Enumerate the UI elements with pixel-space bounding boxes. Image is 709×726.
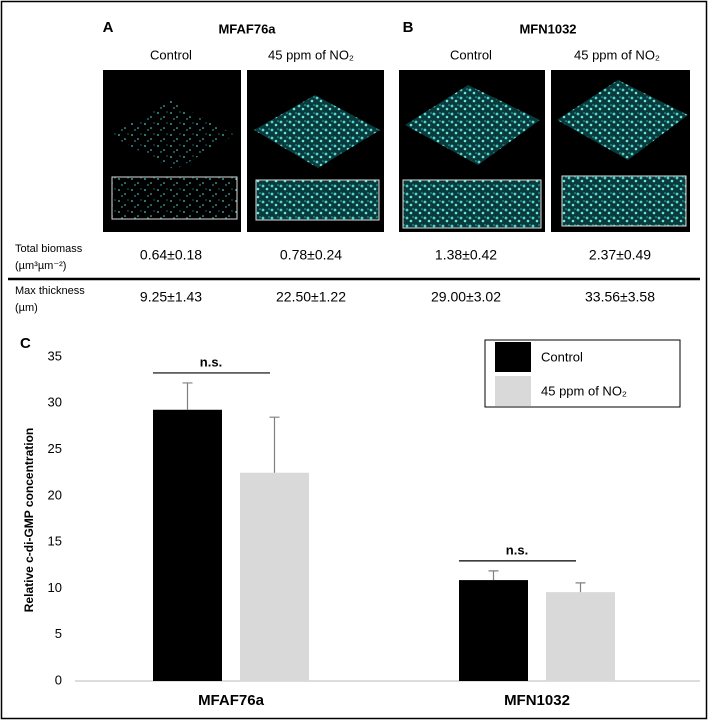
- table-cell: 0.78±0.24: [280, 247, 342, 263]
- condition-label: Control: [150, 47, 192, 62]
- annotation: n.s.: [506, 542, 528, 557]
- strain-title: MFN1032: [519, 21, 576, 36]
- row-label: Total biomass: [15, 243, 83, 255]
- panel-letter: A: [103, 19, 114, 36]
- bar: [546, 592, 615, 681]
- image: [110, 100, 235, 170]
- image: [254, 95, 380, 168]
- y-axis-label: Relative c-di-GMP concentration: [22, 428, 36, 612]
- condition-label: Control: [450, 47, 492, 62]
- y-tick-label: 15: [48, 534, 62, 549]
- panel-letter: C: [20, 335, 31, 352]
- panel-letter: B: [403, 19, 414, 36]
- strain-title: MFAF76a: [218, 21, 276, 36]
- table-cell: 1.38±0.42: [435, 247, 497, 263]
- y-tick-label: 25: [48, 441, 62, 456]
- error-bar: [182, 382, 193, 410]
- image: [557, 80, 688, 160]
- table-cell: 22.50±1.22: [276, 289, 346, 305]
- microscopy-images: [103, 70, 690, 232]
- bar: [459, 580, 528, 681]
- image: [402, 179, 542, 229]
- y-tick-label: 5: [55, 626, 62, 641]
- image: [111, 176, 238, 220]
- bar: [240, 472, 309, 681]
- row-label: (µm³µm⁻²): [15, 260, 66, 272]
- y-tick-label: 30: [48, 395, 62, 410]
- condition-label: 45 ppm of NO₂: [574, 47, 660, 62]
- table-cell: 33.56±3.58: [585, 289, 655, 305]
- table-cell: 9.25±1.43: [140, 289, 202, 305]
- table-cell: 29.00±3.02: [431, 289, 501, 305]
- y-tick-label: 20: [48, 487, 62, 502]
- annotation: n.s.: [200, 354, 222, 369]
- x-tick-label: MFN1032: [504, 692, 570, 709]
- image: [561, 175, 687, 227]
- table-cell: 0.64±0.18: [140, 247, 202, 263]
- error-bar: [488, 570, 499, 581]
- image: [255, 179, 380, 221]
- legend-label: 45 ppm of NO₂: [541, 383, 627, 398]
- row-label: Max thickness: [15, 285, 85, 297]
- table-cell: 2.37±0.49: [589, 247, 651, 263]
- x-tick-label: MFAF76a: [198, 692, 265, 709]
- y-tick-label: 10: [48, 580, 62, 595]
- error-bar: [575, 582, 586, 593]
- bar: [153, 409, 222, 681]
- y-tick-label: 35: [48, 348, 62, 363]
- row-label: (µm): [15, 302, 38, 314]
- y-tick-label: 0: [55, 672, 62, 687]
- legend-swatch: [495, 376, 531, 406]
- legend-label: Control: [541, 349, 583, 364]
- image: [405, 85, 540, 165]
- condition-label: 45 ppm of NO₂: [268, 47, 354, 62]
- legend-swatch: [495, 342, 531, 372]
- error-bar: [269, 416, 280, 473]
